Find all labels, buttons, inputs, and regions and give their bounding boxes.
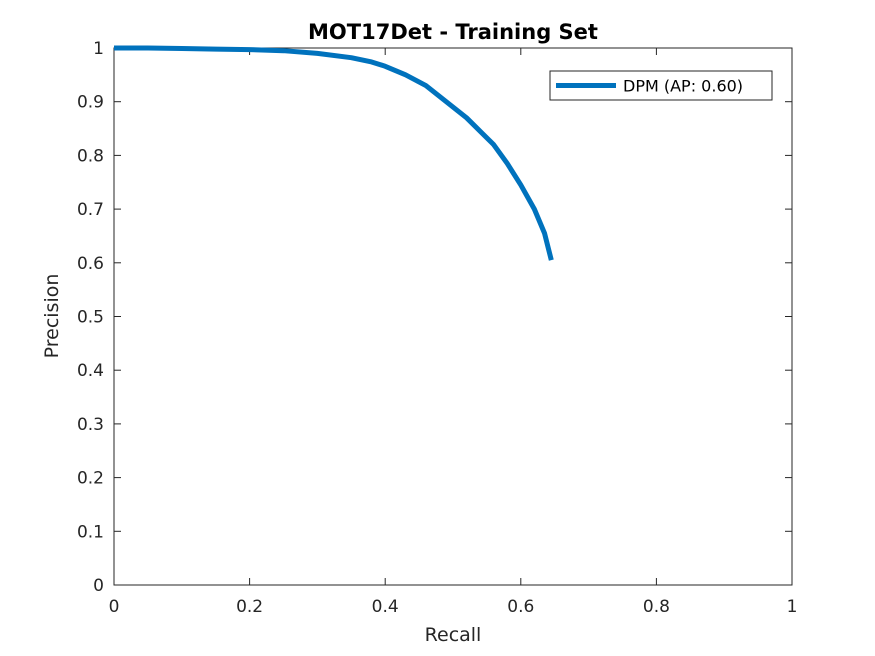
y-tick-label: 0.9	[77, 93, 104, 113]
axis-ticks	[113, 47, 793, 586]
y-tick-label: 0.1	[77, 522, 104, 542]
legend: DPM (AP: 0.60)	[549, 70, 773, 101]
y-tick-label: 1	[93, 39, 104, 59]
y-axis-label: Precision	[41, 274, 63, 359]
y-tick-label: 0.5	[77, 308, 104, 328]
x-tick-labels: 0 0.2 0.4 0.6 0.8 1	[109, 597, 798, 617]
y-tick-label: 0.7	[77, 200, 104, 220]
y-tick-labels: 0 0.1 0.2 0.3 0.4 0.5 0.6 0.7 0.8 0.9 1	[77, 39, 104, 596]
legend-label-dpm: DPM (AP: 0.60)	[623, 77, 743, 96]
x-tick-label: 0.6	[507, 597, 534, 617]
y-tick-label: 0.4	[77, 361, 104, 381]
x-tick-label: 0	[109, 597, 120, 617]
chart-title: MOT17Det - Training Set	[308, 20, 598, 44]
plot-area	[113, 47, 793, 586]
x-tick-label: 0.8	[643, 597, 670, 617]
x-axis-label: Recall	[425, 624, 482, 646]
y-tick-label: 0.3	[77, 415, 104, 435]
x-tick-label: 0.4	[372, 597, 399, 617]
y-tick-label: 0	[93, 576, 104, 596]
y-tick-label: 0.8	[77, 146, 104, 166]
y-tick-label: 0.6	[77, 254, 104, 274]
x-tick-label: 0.2	[236, 597, 263, 617]
x-tick-label: 1	[787, 597, 798, 617]
series-line-dpm	[114, 45, 554, 261]
y-tick-label: 0.2	[77, 469, 104, 489]
